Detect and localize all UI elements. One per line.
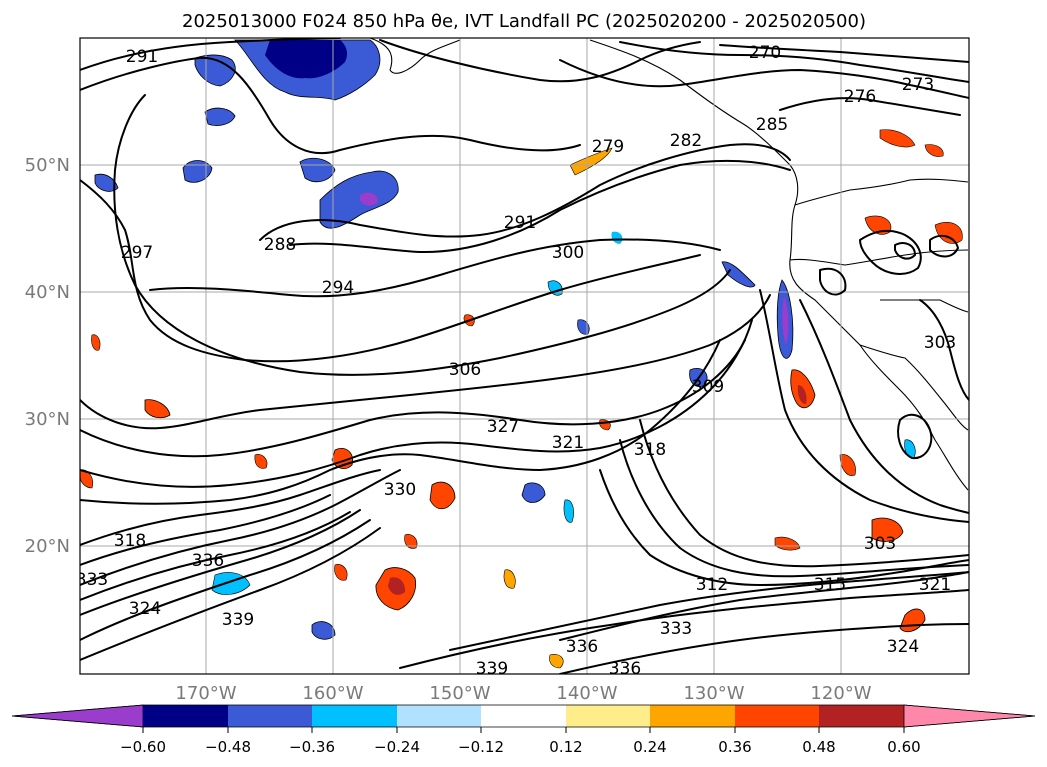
contour-label: 282 bbox=[670, 131, 702, 151]
colorbar-tick-label: −0.24 bbox=[374, 738, 420, 756]
contour-label: 339 bbox=[476, 659, 508, 679]
latitude-labels: 50°N 40°N 30°N 20°N bbox=[25, 155, 70, 557]
colorbar-swatch bbox=[566, 705, 650, 727]
contour-label: 291 bbox=[126, 47, 158, 67]
longitude-labels: 170°W 160°W 150°W 140°W 130°W 120°W bbox=[175, 683, 871, 704]
colorbar-extend-max bbox=[903, 704, 1036, 728]
lat-label: 30°N bbox=[25, 409, 70, 430]
lat-label: 40°N bbox=[25, 282, 70, 303]
colorbar-swatch bbox=[650, 705, 735, 727]
colorbar-tick-label: −0.12 bbox=[458, 738, 504, 756]
colorbar-tick-label: −0.60 bbox=[120, 738, 166, 756]
colorbar-swatch bbox=[312, 705, 397, 727]
contour-label: 318 bbox=[114, 531, 146, 551]
colorbar-tick-label: 0.60 bbox=[887, 738, 920, 756]
lon-label: 130°W bbox=[683, 683, 744, 704]
contour-label: 336 bbox=[609, 659, 641, 679]
contour-labels: 291 279 276 273 270 285 282 288 291 300 … bbox=[76, 43, 956, 679]
contour-label: 300 bbox=[552, 243, 584, 263]
colorbar-ticks bbox=[142, 727, 905, 733]
contour-label: 276 bbox=[844, 87, 876, 107]
contour-label: 333 bbox=[76, 570, 108, 590]
contour-label: 303 bbox=[864, 534, 896, 554]
contour-label: 288 bbox=[264, 235, 296, 255]
positive-anomaly-shading bbox=[80, 129, 963, 669]
colorbar: −0.60 −0.48 −0.36 −0.24 −0.12 0.12 0.24 … bbox=[11, 704, 1036, 756]
lon-label: 170°W bbox=[175, 683, 236, 704]
contour-label: 291 bbox=[504, 213, 536, 233]
contour-label: 273 bbox=[902, 75, 934, 95]
colorbar-tick-label: −0.36 bbox=[289, 738, 335, 756]
contour-label: 279 bbox=[592, 137, 624, 157]
lat-label: 20°N bbox=[25, 536, 70, 557]
colorbar-swatch bbox=[143, 705, 228, 727]
lat-label: 50°N bbox=[25, 155, 70, 176]
contour-label: 303 bbox=[924, 333, 956, 353]
contour-label: 330 bbox=[384, 480, 416, 500]
contour-label: 306 bbox=[449, 360, 481, 380]
negative-anomaly-shading bbox=[94, 39, 916, 640]
map-border bbox=[79, 37, 970, 675]
contour-label: 285 bbox=[756, 115, 788, 135]
contour-label: 294 bbox=[322, 278, 354, 298]
colorbar-swatch bbox=[397, 705, 481, 727]
lon-label: 120°W bbox=[810, 683, 871, 704]
contour-label: 324 bbox=[887, 637, 919, 657]
colorbar-swatch bbox=[819, 705, 904, 727]
coastlines bbox=[369, 38, 969, 491]
map-title: 2025013000 F024 850 hPa θe, IVT Landfall… bbox=[182, 11, 866, 32]
colorbar-tick-label: 0.36 bbox=[718, 738, 751, 756]
colorbar-tick-label: −0.48 bbox=[205, 738, 251, 756]
contour-label: 339 bbox=[222, 610, 254, 630]
contour-label: 315 bbox=[814, 575, 846, 595]
contour-label: 327 bbox=[487, 417, 519, 437]
colorbar-swatch bbox=[735, 705, 819, 727]
lon-label: 150°W bbox=[429, 683, 490, 704]
contour-label: 312 bbox=[696, 575, 728, 595]
contour-label: 336 bbox=[192, 551, 224, 571]
colorbar-swatch bbox=[481, 705, 566, 727]
contour-label: 270 bbox=[749, 43, 781, 63]
lon-label: 140°W bbox=[556, 683, 617, 704]
colorbar-tick-label: 0.48 bbox=[802, 738, 835, 756]
lon-label: 160°W bbox=[302, 683, 363, 704]
map-content: 291 279 276 273 270 285 282 288 291 300 … bbox=[76, 38, 969, 679]
colorbar-swatch bbox=[228, 705, 312, 727]
contour-label: 321 bbox=[552, 433, 584, 453]
contour-label: 309 bbox=[692, 377, 724, 397]
contour-label: 318 bbox=[634, 440, 666, 460]
colorbar-extend-min bbox=[11, 704, 144, 728]
map-panel bbox=[80, 38, 969, 674]
theta-e-contours bbox=[80, 38, 969, 674]
colorbar-tick-label: 0.12 bbox=[549, 738, 582, 756]
contour-label: 324 bbox=[129, 599, 161, 619]
contour-label: 333 bbox=[660, 619, 692, 639]
contour-label: 297 bbox=[121, 243, 153, 263]
contour-label: 321 bbox=[919, 575, 951, 595]
contour-label: 336 bbox=[566, 637, 598, 657]
colorbar-tick-label: 0.24 bbox=[633, 738, 666, 756]
